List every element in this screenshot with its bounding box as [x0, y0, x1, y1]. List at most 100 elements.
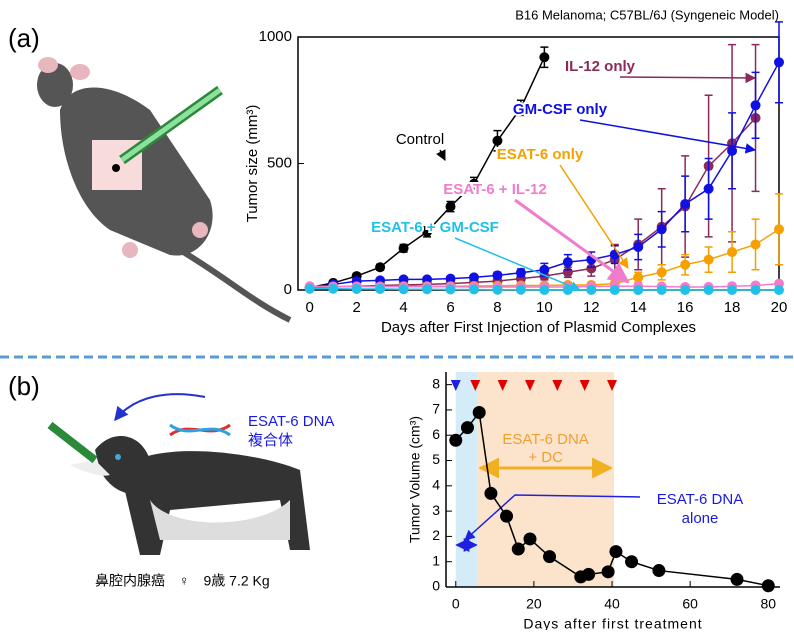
data-point: [680, 199, 690, 209]
illustration-label: ESAT-6 DNA: [248, 413, 334, 430]
x-tick-label: 4: [399, 299, 407, 316]
x-tick-label: 18: [724, 299, 741, 316]
data-point: [727, 285, 737, 295]
data-point: [469, 272, 479, 282]
data-point: [751, 285, 761, 295]
data-point: [704, 285, 714, 295]
y-tick-label: 7: [432, 401, 440, 417]
data-point: [543, 550, 556, 563]
y-tick-label: 3: [432, 502, 440, 518]
data-point: [399, 284, 409, 294]
data-point: [484, 487, 497, 500]
data-point: [305, 284, 315, 294]
data-point: [727, 247, 737, 257]
data-point: [774, 57, 784, 67]
legend-label: IL-12 only: [565, 58, 636, 75]
data-point: [602, 565, 615, 578]
x-tick-label: 0: [452, 596, 460, 612]
y-tick-label: 1: [432, 552, 440, 568]
panel-label: (b): [8, 371, 40, 401]
region-label: ESAT-6 DNA: [502, 431, 588, 448]
x-tick-label: 14: [630, 299, 647, 316]
x-tick-label: 20: [771, 299, 788, 316]
data-point: [523, 532, 536, 545]
data-point: [657, 267, 667, 277]
data-point: [500, 510, 513, 523]
y-axis-title: Tumor size (mm³): [244, 105, 261, 223]
y-tick-label: 4: [432, 477, 440, 493]
y-tick-label: 5: [432, 451, 440, 467]
data-point: [610, 285, 620, 295]
y-tick-label: 2: [432, 527, 440, 543]
data-point: [375, 262, 385, 272]
x-axis-title: Days after first treatment: [523, 616, 702, 630]
y-tick-label: 8: [432, 375, 440, 391]
x-tick-label: 6: [446, 299, 454, 316]
y-axis-title: Tumor Volume (cm³): [407, 416, 423, 543]
legend-label: ESAT-6 + IL-12: [443, 181, 547, 198]
label-pointer: [620, 77, 755, 78]
subtitle: B16 Melanoma; C57BL/6J (Syngeneic Model): [515, 7, 779, 22]
data-point: [539, 52, 549, 62]
panel-label: (a): [8, 23, 40, 53]
x-tick-label: 60: [682, 596, 698, 612]
label-pointer: [440, 150, 445, 160]
region-label: ESAT-6 DNA: [657, 491, 743, 508]
data-point: [328, 284, 338, 294]
region: [456, 372, 477, 587]
data-point: [446, 202, 456, 212]
figure: (a) (b) ESAT-6 DNA 複合体 鼻腔内腺癌 ♀ 9歳 7.2 Kg…: [0, 0, 794, 630]
data-point: [704, 255, 714, 265]
data-point: [492, 136, 502, 146]
data-point: [762, 579, 775, 592]
data-point: [422, 284, 432, 294]
data-point: [704, 184, 714, 194]
data-point: [586, 285, 596, 295]
data-point: [625, 555, 638, 568]
region-label: alone: [682, 510, 719, 527]
x-axis-title: Days after First Injection of Plasmid Co…: [381, 319, 696, 336]
region-label: + DC: [528, 449, 563, 466]
y-tick-label: 1000: [259, 28, 292, 45]
legend-label: ESAT-6 only: [497, 146, 584, 163]
data-point: [751, 239, 761, 249]
x-tick-label: 0: [306, 299, 314, 316]
x-tick-label: 2: [352, 299, 360, 316]
legend-label: Control: [396, 131, 444, 148]
data-point: [492, 270, 502, 280]
data-point: [473, 406, 486, 419]
data-point: [449, 434, 462, 447]
x-tick-label: 12: [583, 299, 600, 316]
x-tick-label: 8: [493, 299, 501, 316]
data-point: [352, 284, 362, 294]
legend-label: GM-CSF only: [513, 101, 608, 118]
data-point: [633, 272, 643, 282]
legend-label: ESAT-6 + GM-CSF: [371, 219, 499, 236]
series-line: [310, 57, 545, 287]
x-tick-label: 20: [526, 596, 542, 612]
label-pointer: [580, 120, 755, 150]
data-point: [563, 257, 573, 267]
x-tick-label: 10: [536, 299, 553, 316]
data-point: [657, 224, 667, 234]
data-point: [582, 568, 595, 581]
data-point: [461, 421, 474, 434]
y-tick-label: 0: [432, 578, 440, 594]
data-point: [774, 285, 784, 295]
y-tick-label: 500: [267, 154, 292, 171]
y-tick-label: 6: [432, 426, 440, 442]
data-point: [399, 243, 409, 253]
data-point: [492, 285, 502, 295]
data-point: [446, 284, 456, 294]
data-point: [657, 285, 667, 295]
data-point: [731, 573, 744, 586]
data-point: [680, 285, 690, 295]
data-point: [375, 284, 385, 294]
x-tick-label: 16: [677, 299, 694, 316]
data-point: [512, 543, 525, 556]
data-point: [774, 224, 784, 234]
x-tick-label: 40: [604, 596, 620, 612]
illustration-caption: 鼻腔内腺癌 ♀ 9歳 7.2 Kg: [95, 573, 270, 589]
data-point: [609, 545, 622, 558]
data-point: [633, 242, 643, 252]
